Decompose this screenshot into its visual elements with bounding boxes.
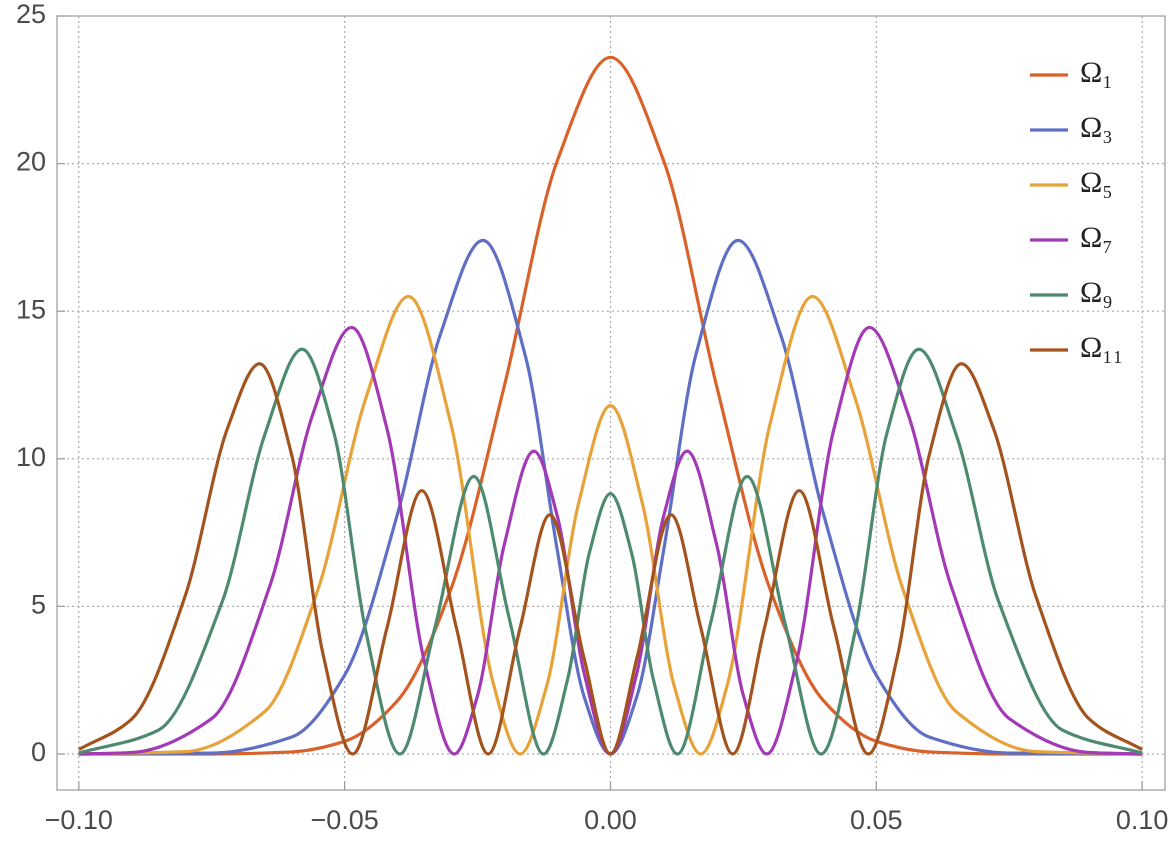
y-tick-label: 20 xyxy=(16,147,46,177)
y-tick-label: 5 xyxy=(31,590,46,620)
legend-label: Ω₁₁ xyxy=(1080,331,1123,364)
legend-label: Ω₁ xyxy=(1080,56,1113,89)
legend-label: Ω₇ xyxy=(1080,221,1113,254)
y-tick-label: 10 xyxy=(16,442,46,472)
y-tick-label: 25 xyxy=(16,0,46,29)
legend-label: Ω₉ xyxy=(1080,276,1113,309)
x-tick-label: −0.05 xyxy=(310,805,378,835)
y-tick-label: 15 xyxy=(16,294,46,324)
y-tick-label: 0 xyxy=(31,737,46,767)
x-tick-label: 0.05 xyxy=(850,805,903,835)
series-line xyxy=(78,55,1143,756)
series-line xyxy=(77,362,1143,756)
x-tick-label: 0.10 xyxy=(1116,805,1169,835)
series-line xyxy=(78,294,1143,756)
x-tick-label: −0.10 xyxy=(45,805,113,835)
x-tick-label: 0.00 xyxy=(584,805,637,835)
legend-label: Ω₅ xyxy=(1080,166,1113,199)
legend-label: Ω₃ xyxy=(1080,111,1113,144)
series-line xyxy=(78,347,1143,756)
